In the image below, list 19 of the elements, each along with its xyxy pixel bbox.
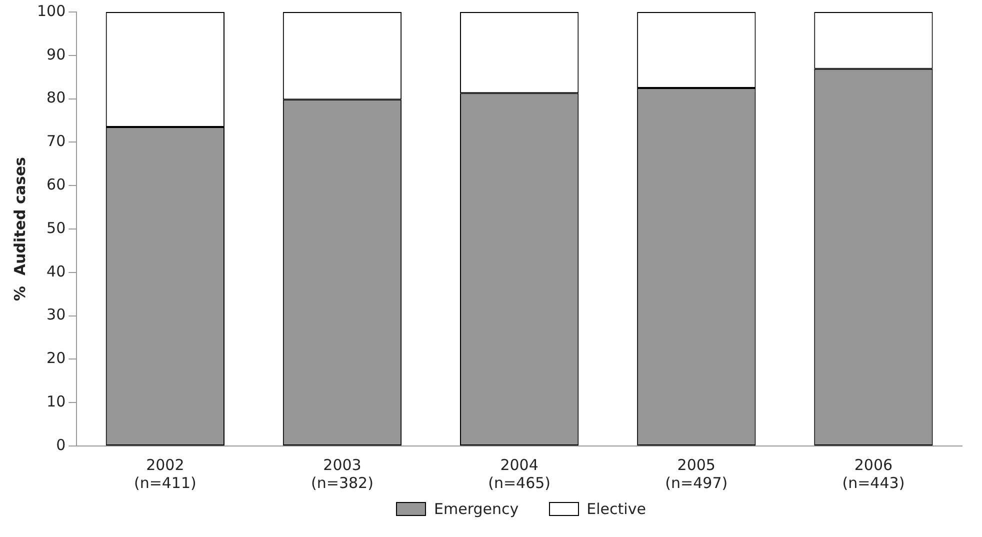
x-tick-label: 2005 (n=497) <box>665 456 728 492</box>
y-tick-label: 100 <box>36 2 66 20</box>
y-tick-label: 20 <box>46 349 66 368</box>
y-tick-label: 50 <box>46 218 66 237</box>
x-tick-label: 2006 (n=443) <box>842 456 905 492</box>
y-tick-label: 70 <box>46 132 66 150</box>
y-tick-label: 90 <box>46 45 66 64</box>
legend-label: Emergency <box>434 500 519 518</box>
legend-label: Elective <box>586 500 646 518</box>
y-tick-label: 40 <box>46 262 66 280</box>
x-tick-label: 2003 (n=382) <box>311 456 374 492</box>
x-tick-label: 2002 (n=411) <box>134 456 196 492</box>
y-tick-label: 80 <box>46 88 66 107</box>
y-tick-label: 30 <box>46 306 66 324</box>
y-tick-label: 60 <box>46 175 66 194</box>
y-axis-title: % Audited cases <box>10 156 29 301</box>
y-tick-label: 0 <box>56 436 66 454</box>
x-tick-label: 2004 (n=465) <box>488 456 551 492</box>
y-tick-label: 10 <box>46 392 66 410</box>
